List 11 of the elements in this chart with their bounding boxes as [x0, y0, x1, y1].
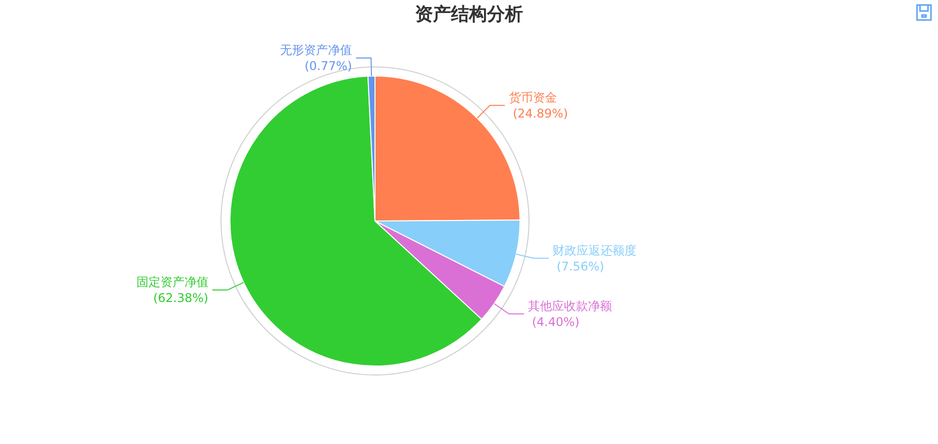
slice-label: 货币资金: [508, 90, 557, 104]
data-label: (4.40%): [532, 314, 580, 329]
slice-label: 固定资产净值: [136, 275, 208, 290]
slice-label: 其他应收款净额: [528, 298, 612, 313]
data-label: (7.56%): [556, 259, 604, 274]
data-label: (62.38%): [153, 291, 208, 306]
slice-label: 无形资产净值: [280, 43, 352, 58]
data-label: (0.77%): [304, 59, 352, 74]
slice-label: 财政应返还额度: [552, 243, 637, 258]
data-label: (24.89%): [512, 106, 568, 120]
chart-title: 资产结构分析: [415, 4, 523, 25]
